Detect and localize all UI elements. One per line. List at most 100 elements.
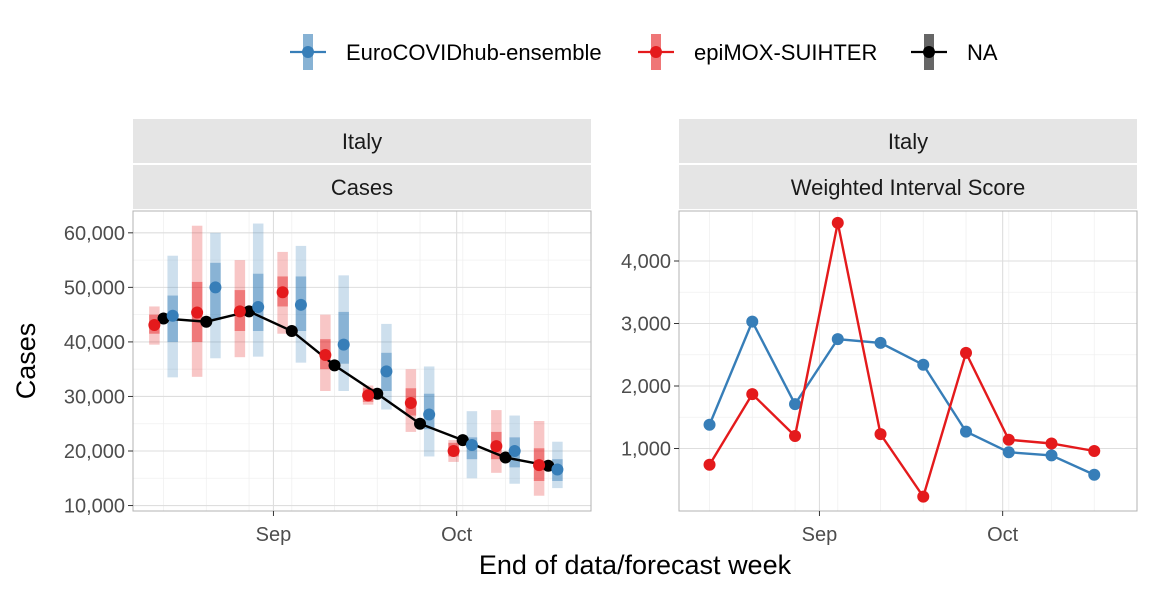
median-point-ensemble xyxy=(166,309,179,322)
legend-label-ensemble: EuroCOVIDhub-ensemble xyxy=(346,40,602,65)
score-point-epimox xyxy=(874,428,887,441)
score-point-ensemble xyxy=(746,315,759,328)
score-point-ensemble xyxy=(1045,449,1058,462)
score-point-epimox xyxy=(789,430,802,442)
outer-interval-epimox xyxy=(533,421,545,496)
marks-wis xyxy=(703,216,1101,503)
y-axis-cases: 10,000 20,000 30,000 40,000 50,000 60,000 xyxy=(64,223,133,518)
legend-label-na: NA xyxy=(967,40,998,65)
y-tick-label: 1,000 xyxy=(621,439,671,461)
strip-subtitle-wis-text: Weighted Interval Score xyxy=(791,175,1025,200)
plot-border-cases xyxy=(132,210,592,512)
y-tick-label: 60,000 xyxy=(64,223,125,245)
legend-item-epimox: epiMOX-SUIHTER xyxy=(638,34,877,70)
score-point-ensemble xyxy=(1002,446,1015,459)
y-axis-wis: 1,000 2,000 3,000 4,000 xyxy=(621,251,679,461)
truth-point xyxy=(243,305,256,318)
legend-key-epimox-point xyxy=(650,46,662,58)
x-axis-wis: Sep Oct xyxy=(802,511,1019,546)
x-axis-title: End of data/forecast week xyxy=(479,550,792,580)
median-point-epimox xyxy=(319,349,332,361)
x-tick-label: Sep xyxy=(256,524,292,546)
plot-area-wis xyxy=(679,211,1137,511)
median-point-epimox xyxy=(276,286,289,299)
median-point-ensemble xyxy=(508,445,521,457)
truth-point xyxy=(200,315,213,328)
plot-area-cases xyxy=(133,211,591,511)
score-point-ensemble xyxy=(874,336,887,349)
median-point-epimox xyxy=(404,397,417,409)
median-point-epimox xyxy=(233,305,246,318)
strip-title-cases-text: Italy xyxy=(342,129,382,154)
score-point-ensemble xyxy=(831,333,844,346)
median-point-epimox xyxy=(533,459,546,472)
y-tick-label: 20,000 xyxy=(64,441,125,463)
inner-interval-ensemble xyxy=(338,311,349,364)
strip-title-wis-text: Italy xyxy=(888,129,928,154)
median-point-epimox xyxy=(191,306,204,319)
legend-key-na-point xyxy=(923,46,935,58)
score-point-epimox xyxy=(917,490,930,503)
score-point-ensemble xyxy=(789,398,802,411)
y-tick-label: 2,000 xyxy=(621,376,671,398)
marks-cases xyxy=(148,223,564,496)
truth-point xyxy=(328,359,341,372)
median-point-ensemble xyxy=(209,281,222,294)
legend-item-ensemble: EuroCOVIDhub-ensemble xyxy=(290,34,602,70)
legend: EuroCOVIDhub-ensemble epiMOX-SUIHTER NA xyxy=(290,34,998,70)
median-point-ensemble xyxy=(252,301,265,313)
truth-point xyxy=(157,312,170,325)
strip-title-wis xyxy=(679,119,1137,163)
score-line-epimox xyxy=(708,222,1095,500)
y-axis-title-cases: Cases xyxy=(11,323,41,400)
legend-item-na: NA xyxy=(911,34,998,70)
strip-title-cases xyxy=(133,119,591,163)
strip-subtitle-cases-text: Cases xyxy=(331,175,393,200)
strip-subtitle-cases xyxy=(133,165,591,209)
legend-key-ensemble-point xyxy=(302,46,314,58)
median-point-ensemble xyxy=(337,338,350,351)
y-tick-label: 50,000 xyxy=(64,277,125,299)
outer-interval-ensemble xyxy=(252,223,264,357)
score-point-epimox xyxy=(1002,433,1015,446)
median-point-ensemble xyxy=(294,298,307,311)
median-point-ensemble xyxy=(551,463,564,476)
median-point-ensemble xyxy=(423,408,436,421)
score-point-ensemble xyxy=(703,418,716,431)
score-point-epimox xyxy=(1088,445,1101,457)
median-point-epimox xyxy=(362,389,375,402)
truth-point xyxy=(285,325,298,337)
truth-point xyxy=(542,459,555,472)
y-tick-label: 40,000 xyxy=(64,332,125,354)
score-point-epimox xyxy=(831,216,844,229)
outer-interval-ensemble xyxy=(210,232,221,359)
truth-point xyxy=(371,387,384,400)
score-point-epimox xyxy=(960,346,973,359)
score-line-ensemble xyxy=(708,318,1095,476)
x-axis-cases: Sep Oct xyxy=(256,511,473,546)
y-tick-label: 4,000 xyxy=(621,251,671,273)
score-point-epimox xyxy=(746,388,759,401)
y-tick-label: 10,000 xyxy=(64,496,125,518)
median-point-ensemble xyxy=(465,439,478,451)
truth-point xyxy=(499,451,512,464)
score-point-ensemble xyxy=(917,358,930,371)
score-point-epimox xyxy=(1045,437,1058,450)
outer-interval-epimox xyxy=(191,225,203,377)
y-tick-label: 30,000 xyxy=(64,386,125,408)
median-point-epimox xyxy=(490,440,503,453)
score-point-epimox xyxy=(703,458,716,471)
median-point-epimox xyxy=(447,445,460,457)
gridlines-wis xyxy=(679,211,1138,511)
median-point-epimox xyxy=(148,319,161,331)
truth-line xyxy=(163,310,549,467)
x-tick-label: Oct xyxy=(987,524,1019,546)
strip-subtitle-wis xyxy=(679,165,1137,209)
truth-point xyxy=(456,434,469,447)
legend-label-epimox: epiMOX-SUIHTER xyxy=(694,40,877,65)
truth-point xyxy=(414,417,427,430)
x-tick-label: Sep xyxy=(802,524,838,546)
panel-cases: Italy Cases 10,000 20,000 30,000 40,000 50,0… xyxy=(64,119,592,546)
plot-border-wis xyxy=(678,210,1138,512)
